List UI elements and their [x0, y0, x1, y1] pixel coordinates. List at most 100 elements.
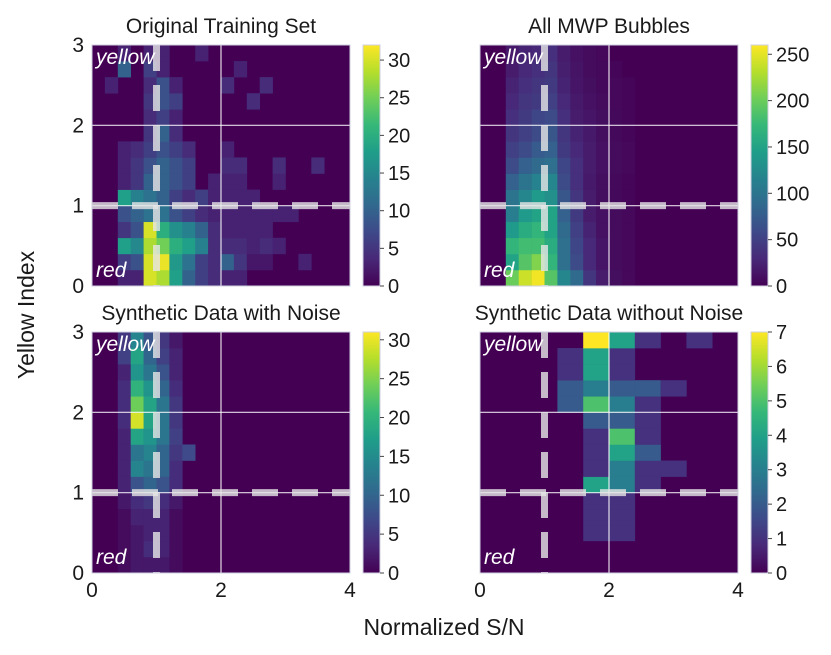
heatmap-cell [583, 45, 597, 62]
heatmap-cell [570, 157, 584, 174]
heatmap-cell [621, 237, 636, 255]
colorbar-tick-label: 1 [776, 529, 787, 551]
heatmap-cell [233, 269, 248, 287]
heatmap-cell [609, 508, 636, 526]
heatmap-cell [143, 476, 157, 493]
heatmap-cell [169, 77, 183, 94]
heatmap-cell [117, 157, 131, 174]
heatmap-cell [570, 45, 584, 62]
heatmap-cell [583, 221, 597, 239]
heatmap-cell [233, 157, 248, 174]
heatmap-cell [130, 173, 144, 190]
heatmap-cell [169, 93, 183, 110]
heatmap-cell [583, 269, 597, 287]
heatmap-cell [583, 93, 597, 110]
heatmap-cell [169, 524, 183, 542]
heatmap-cell [621, 189, 636, 206]
heatmap-cell [557, 348, 584, 365]
y-axis-label: Yellow Index [13, 250, 39, 379]
heatmap-cell [156, 396, 170, 413]
heatmap-cell [117, 556, 131, 574]
heatmap-cell [570, 109, 584, 126]
heatmap-cell [596, 93, 610, 110]
heatmap-cell [182, 269, 196, 287]
heatmap-cell [130, 189, 144, 206]
heatmap-cell [117, 348, 131, 365]
heatmap-cell [117, 253, 131, 271]
heatmap-cell [596, 173, 610, 190]
heatmap-cell [570, 253, 584, 271]
heatmap-cell [557, 380, 584, 397]
heatmap-cell [233, 61, 248, 78]
heatmap-cell [117, 221, 131, 239]
heatmap-cell [531, 269, 545, 287]
heatmap-cell [285, 205, 299, 223]
colorbar-tick-label: 30 [388, 50, 410, 72]
colorbar-tick-label: 0 [776, 563, 787, 585]
panel-frame [91, 331, 351, 574]
heatmap-panel-4: Synthetic Data without Noise yellow red 0 2 4… [474, 302, 787, 602]
y-tick-label: 1 [72, 482, 84, 505]
heatmap-cell [596, 253, 610, 271]
heatmap-cell [117, 173, 131, 190]
heatmap-cell [583, 380, 610, 397]
heatmap-cell [233, 221, 248, 239]
heatmap-cell [195, 221, 209, 239]
colorbar-tick-label: 6 [776, 356, 787, 378]
heatmap-cell [583, 61, 597, 78]
heatmap-cell [505, 109, 519, 126]
heatmap-cell [169, 460, 183, 477]
colorbar-tick-label: 20 [388, 408, 410, 430]
colorbar-tick-label: 5 [776, 391, 787, 413]
x-tick-label: 0 [474, 579, 486, 602]
heatmap-cell [557, 396, 584, 413]
heatmap-cell [130, 428, 144, 445]
heatmap-cell [272, 237, 286, 255]
heatmap-cell [169, 141, 183, 158]
heatmap-cell [117, 61, 131, 78]
heatmap-cell [518, 45, 532, 62]
heatmap-cell [634, 428, 661, 445]
heatmap-cell [169, 237, 183, 255]
heatmap-cell [221, 141, 235, 158]
heatmap-cell [130, 492, 144, 510]
heatmap-cell [182, 157, 196, 174]
heatmap-cell [570, 61, 584, 78]
heatmap-cell [169, 508, 183, 526]
heatmap-cell [298, 253, 312, 271]
heatmap-cell [246, 189, 260, 206]
heatmap-cell [570, 93, 584, 110]
heatmap-cell [259, 253, 273, 271]
heatmap-cell [117, 380, 131, 397]
heatmap-cell [246, 237, 260, 255]
heatmap-cell [221, 173, 235, 190]
colorbar [750, 331, 769, 574]
heatmap-cell [609, 189, 623, 206]
heatmap-cell [505, 61, 519, 78]
heatmap-cell [518, 61, 532, 78]
heatmap-cell [557, 269, 571, 287]
colorbar-tick-label: 200 [776, 91, 809, 113]
y-tick-label: 0 [72, 275, 84, 298]
heatmap-cell [208, 221, 222, 239]
heatmap-cell [182, 237, 196, 255]
heatmap-cell [505, 253, 519, 271]
heatmap-cell [130, 476, 144, 493]
heatmap-cell [505, 77, 519, 94]
heatmap-cell [143, 556, 157, 574]
heatmap-cell [182, 141, 196, 158]
heatmap-cell [518, 269, 532, 287]
heatmap-cell [518, 157, 532, 174]
panel-title: Synthetic Data with Noise [101, 302, 340, 325]
heatmap-cell [609, 269, 623, 287]
heatmap-cell [557, 125, 571, 142]
heatmap-cell [660, 460, 687, 477]
heatmap-cell [117, 492, 131, 510]
heatmap-cell [117, 444, 131, 461]
panel-frame [479, 331, 739, 574]
heatmap-cell [130, 269, 144, 287]
heatmap-cell [557, 157, 571, 174]
heatmap-cell [117, 332, 131, 349]
heatmap-cell [169, 476, 183, 493]
